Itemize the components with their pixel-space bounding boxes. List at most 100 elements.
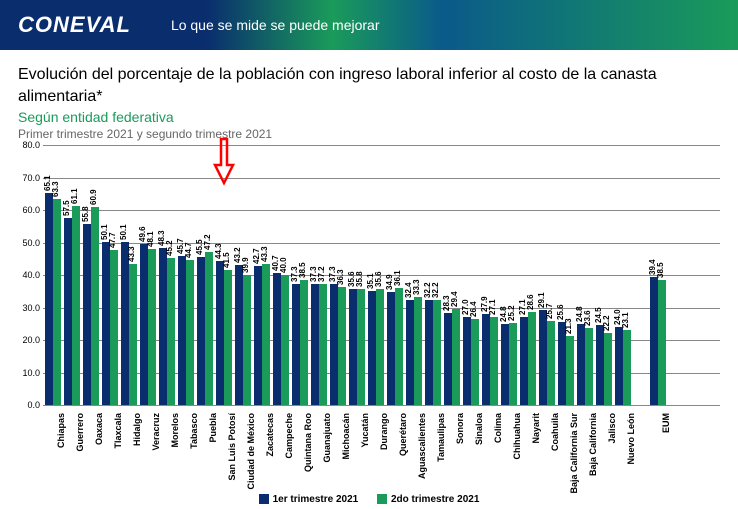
- bar-q1: [235, 265, 243, 405]
- x-axis-label: Aguascalientes: [417, 409, 427, 479]
- bar-q2: [585, 328, 593, 405]
- bar-q2: [357, 289, 365, 405]
- bar-value-label: 28.6: [526, 294, 535, 310]
- x-axis-label: Nuevo León: [626, 409, 636, 465]
- bar-q1: [558, 322, 566, 405]
- x-axis-label: EUM: [661, 409, 671, 433]
- x-axis-label: Guerrero: [75, 409, 85, 452]
- bar-value-label: 44.7: [184, 242, 193, 258]
- bar-value-label: 40.0: [279, 257, 288, 273]
- x-axis-label: Coahuila: [550, 409, 560, 451]
- bar-value-label: 38.5: [298, 262, 307, 278]
- bar-q1: [140, 244, 148, 405]
- chart-subtitle: Según entidad federativa: [18, 109, 720, 125]
- bar-q2: [528, 312, 536, 405]
- gridline: [43, 210, 720, 211]
- bar-q1: [349, 289, 357, 405]
- bar-value-label: 21.3: [564, 318, 573, 334]
- y-axis-tick: 60.0: [18, 205, 40, 215]
- bar-q2: [623, 330, 631, 405]
- bar-value-label: 26.4: [469, 302, 478, 318]
- bar-q2: [186, 260, 194, 405]
- x-axis-label: Nayarit: [531, 409, 541, 444]
- x-axis-label: Chiapas: [56, 409, 66, 448]
- bar-q1: [64, 218, 72, 405]
- bar-q2: [224, 270, 232, 405]
- bar-q1: [501, 324, 509, 405]
- x-axis-label: Jalisco: [607, 409, 617, 444]
- bar-q2: [490, 317, 498, 405]
- bar-q1: [273, 273, 281, 405]
- x-axis-label: Durango: [379, 409, 389, 450]
- y-axis-tick: 30.0: [18, 303, 40, 313]
- x-axis-label: Michoacán: [341, 409, 351, 460]
- bar-q2: [91, 207, 99, 405]
- bar-q2: [319, 284, 327, 405]
- y-axis-tick: 50.0: [18, 238, 40, 248]
- tagline: Lo que se mide se puede mejorar: [171, 17, 380, 33]
- bar-q2: [452, 309, 460, 405]
- bar-value-label: 35.6: [374, 272, 383, 288]
- bar-q1: [197, 257, 205, 405]
- bar-value-label: 50.1: [119, 225, 128, 241]
- bar-q2: [376, 289, 384, 405]
- bar-value-label: 35.8: [355, 271, 364, 287]
- x-axis-label: Zacatecas: [265, 409, 275, 457]
- logo: CONEVAL: [18, 12, 131, 38]
- bar-value-label: 47.7: [108, 232, 117, 248]
- x-axis-label: Baja California: [588, 409, 598, 476]
- x-axis-label: Campeche: [284, 409, 294, 459]
- bar-q1: [330, 284, 338, 405]
- plot-area: 0.010.020.030.040.050.060.070.080.065.16…: [43, 145, 720, 405]
- x-axis-label: Tlaxcala: [113, 409, 123, 449]
- bar-value-label: 23.1: [621, 312, 630, 328]
- bar-q1: [216, 261, 224, 405]
- x-axis-label: Oaxaca: [94, 409, 104, 445]
- x-axis-label: Querétaro: [398, 409, 408, 456]
- bar-value-label: 27.1: [488, 299, 497, 315]
- chart-title: Evolución del porcentaje de la población…: [18, 64, 720, 107]
- bar-value-label: 47.2: [203, 234, 212, 250]
- bar-q2: [205, 252, 213, 405]
- bar-q1: [463, 317, 471, 405]
- bar-q1: [520, 317, 528, 405]
- chart-period: Primer trimestre 2021 y segundo trimestr…: [18, 127, 720, 141]
- header-banner: CONEVAL Lo que se mide se puede mejorar: [0, 0, 738, 50]
- x-axis-label: Chihuahua: [512, 409, 522, 460]
- bar-q2: [262, 264, 270, 405]
- bar-q1: [406, 300, 414, 405]
- bar-value-label: 37.2: [317, 267, 326, 283]
- bar-q1: [83, 224, 91, 405]
- bar-q1: [292, 284, 300, 405]
- bar-q2: [167, 258, 175, 405]
- bar-q2: [658, 280, 666, 405]
- bar-value-label: 29.4: [450, 292, 459, 308]
- bar-q2: [566, 336, 574, 405]
- bar-q2: [547, 321, 555, 405]
- gridline: [43, 145, 720, 146]
- bar-q1: [178, 256, 186, 405]
- bar-value-label: 55.8: [81, 206, 90, 222]
- x-axis-label: Tabasco: [189, 409, 199, 449]
- bar-q1: [254, 266, 262, 405]
- bar-q2: [243, 275, 251, 405]
- bar-q1: [311, 284, 319, 405]
- bar-value-label: 23.6: [583, 311, 592, 327]
- bar-value-label: 61.1: [70, 189, 79, 205]
- bar-q2: [395, 288, 403, 405]
- legend-item-2: 2do trimestre 2021: [377, 494, 479, 505]
- bar-q2: [300, 280, 308, 405]
- bar-q1: [425, 300, 433, 405]
- x-axis-label: Tamaulipas: [436, 409, 446, 462]
- bar-q1: [387, 292, 395, 405]
- y-axis-tick: 70.0: [18, 173, 40, 183]
- bar-value-label: 48.1: [146, 231, 155, 247]
- bar-q1: [577, 324, 585, 405]
- y-axis-tick: 10.0: [18, 368, 40, 378]
- y-axis-tick: 0.0: [18, 400, 40, 410]
- bar-q2: [338, 287, 346, 405]
- bar-q1: [102, 242, 110, 405]
- bar-q1: [650, 277, 658, 405]
- x-axis-label: Puebla: [208, 409, 218, 443]
- title-block: Evolución del porcentaje de la población…: [0, 50, 738, 145]
